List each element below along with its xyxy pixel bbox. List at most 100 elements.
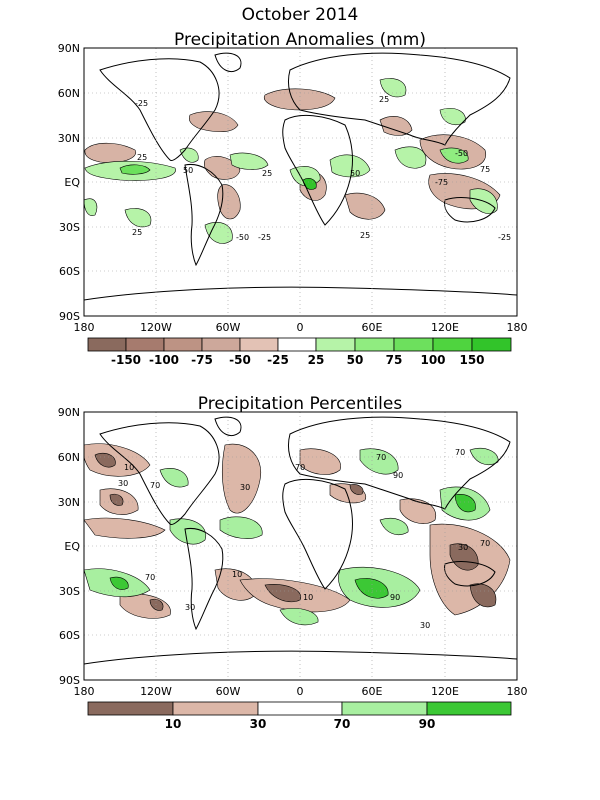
svg-text:90S: 90S bbox=[59, 674, 80, 687]
svg-text:60E: 60E bbox=[362, 321, 383, 334]
colorbar2-label: 30 bbox=[250, 717, 267, 731]
svg-text:60S: 60S bbox=[59, 265, 80, 278]
svg-text:-75: -75 bbox=[435, 178, 448, 187]
svg-text:30S: 30S bbox=[59, 221, 80, 234]
svg-text:10: 10 bbox=[232, 570, 242, 579]
colorbar-swatch bbox=[125, 337, 165, 352]
svg-text:90: 90 bbox=[390, 593, 400, 602]
colorbar-swatch bbox=[432, 337, 473, 352]
svg-text:-25: -25 bbox=[498, 233, 511, 242]
colorbar2-swatch bbox=[257, 701, 343, 716]
svg-text:60E: 60E bbox=[362, 685, 383, 698]
svg-text:180: 180 bbox=[507, 685, 528, 698]
anomaly-panel-title: Precipitation Anomalies (mm) bbox=[174, 30, 426, 50]
percentile-panel-title: Precipitation Percentiles bbox=[198, 394, 403, 414]
anomaly-contour-labels: -25 25 50 -50 25 50 -75 75 25 25 -50 -25… bbox=[132, 95, 511, 242]
colorbar-swatch bbox=[354, 337, 395, 352]
percentile-grid bbox=[84, 412, 517, 680]
svg-text:50: 50 bbox=[350, 169, 360, 178]
percentile-x-axis: 180 120W 60W 0 60E 120E 180 bbox=[74, 685, 528, 698]
colorbar-label: -100 bbox=[149, 353, 179, 367]
svg-text:25: 25 bbox=[132, 228, 142, 237]
svg-text:30: 30 bbox=[240, 483, 250, 492]
svg-text:180: 180 bbox=[74, 685, 95, 698]
svg-text:50: 50 bbox=[183, 166, 193, 175]
colorbar-swatch bbox=[277, 337, 317, 352]
svg-text:90N: 90N bbox=[58, 406, 80, 419]
svg-text:120E: 120E bbox=[431, 321, 459, 334]
wet-anomaly-patches bbox=[84, 78, 498, 244]
colorbar-label: 50 bbox=[347, 353, 364, 367]
colorbar2-swatch bbox=[426, 701, 512, 716]
colorbar2-label: 70 bbox=[334, 717, 351, 731]
svg-text:70: 70 bbox=[295, 463, 305, 472]
colorbar-label: 100 bbox=[420, 353, 445, 367]
svg-text:0: 0 bbox=[297, 321, 304, 334]
percentile-colorbar: 10 30 70 90 bbox=[87, 701, 512, 731]
colorbar-label: -50 bbox=[229, 353, 251, 367]
svg-text:70: 70 bbox=[150, 481, 160, 490]
wet-percentile-patches bbox=[84, 448, 499, 626]
svg-text:25: 25 bbox=[137, 153, 147, 162]
percentile-y-axis: 90N 60N 30N EQ 30S 60S 90S bbox=[58, 406, 81, 687]
anomaly-map: -25 25 50 -50 25 50 -75 75 25 25 -50 -25… bbox=[84, 48, 517, 316]
colorbar-label: -75 bbox=[191, 353, 213, 367]
page-title: October 2014 bbox=[242, 5, 359, 25]
svg-text:-25: -25 bbox=[135, 99, 148, 108]
colorbar-swatch bbox=[201, 337, 241, 352]
svg-text:120W: 120W bbox=[140, 321, 172, 334]
colorbar2-swatch bbox=[172, 701, 259, 716]
colorbar-swatch bbox=[393, 337, 434, 352]
svg-text:-50: -50 bbox=[455, 149, 468, 158]
percentile-panel: Precipitation Percentiles bbox=[58, 394, 528, 731]
percentile-map-frame bbox=[83, 411, 518, 681]
svg-text:90N: 90N bbox=[58, 42, 80, 55]
colorbar-swatch bbox=[163, 337, 203, 352]
svg-text:25: 25 bbox=[262, 169, 272, 178]
colorbar-label: 25 bbox=[308, 353, 325, 367]
svg-text:90S: 90S bbox=[59, 310, 80, 323]
svg-text:60S: 60S bbox=[59, 629, 80, 642]
svg-text:60W: 60W bbox=[216, 685, 241, 698]
svg-text:-50: -50 bbox=[236, 233, 249, 242]
svg-text:70: 70 bbox=[376, 453, 386, 462]
svg-text:EQ: EQ bbox=[64, 540, 80, 553]
svg-text:90: 90 bbox=[393, 471, 403, 480]
svg-text:70: 70 bbox=[480, 539, 490, 548]
svg-text:70: 70 bbox=[455, 448, 465, 457]
svg-text:60W: 60W bbox=[216, 321, 241, 334]
colorbar-label: -150 bbox=[111, 353, 141, 367]
svg-text:30N: 30N bbox=[58, 496, 80, 509]
colorbar2-swatch bbox=[341, 701, 428, 716]
svg-text:75: 75 bbox=[480, 165, 490, 174]
svg-text:-25: -25 bbox=[258, 233, 271, 242]
svg-text:120W: 120W bbox=[140, 685, 172, 698]
svg-text:30S: 30S bbox=[59, 585, 80, 598]
anomaly-x-axis: 180 120W 60W 0 60E 120E 180 bbox=[74, 321, 528, 334]
svg-text:30N: 30N bbox=[58, 132, 80, 145]
svg-text:25: 25 bbox=[379, 95, 389, 104]
colorbar2-swatch bbox=[87, 701, 174, 716]
svg-text:EQ: EQ bbox=[64, 176, 80, 189]
colorbar-label: 75 bbox=[386, 353, 403, 367]
svg-text:120E: 120E bbox=[431, 685, 459, 698]
colorbar-label: 150 bbox=[459, 353, 484, 367]
colorbar-swatch bbox=[87, 337, 127, 352]
svg-text:30: 30 bbox=[458, 543, 468, 552]
svg-text:180: 180 bbox=[507, 321, 528, 334]
colorbar2-label: 10 bbox=[165, 717, 182, 731]
svg-text:10: 10 bbox=[303, 593, 313, 602]
svg-text:60N: 60N bbox=[58, 87, 80, 100]
colorbar-swatch bbox=[239, 337, 279, 352]
svg-text:30: 30 bbox=[420, 621, 430, 630]
anomaly-panel: Precipitation Anomalies (mm) bbox=[58, 30, 528, 367]
coastlines bbox=[84, 52, 517, 301]
coastlines bbox=[84, 416, 517, 665]
colorbar2-label: 90 bbox=[419, 717, 436, 731]
colorbar-label: -25 bbox=[267, 353, 289, 367]
svg-text:10: 10 bbox=[124, 463, 134, 472]
svg-text:60N: 60N bbox=[58, 451, 80, 464]
svg-text:30: 30 bbox=[185, 603, 195, 612]
svg-text:30: 30 bbox=[118, 479, 128, 488]
colorbar-swatch bbox=[471, 337, 512, 352]
